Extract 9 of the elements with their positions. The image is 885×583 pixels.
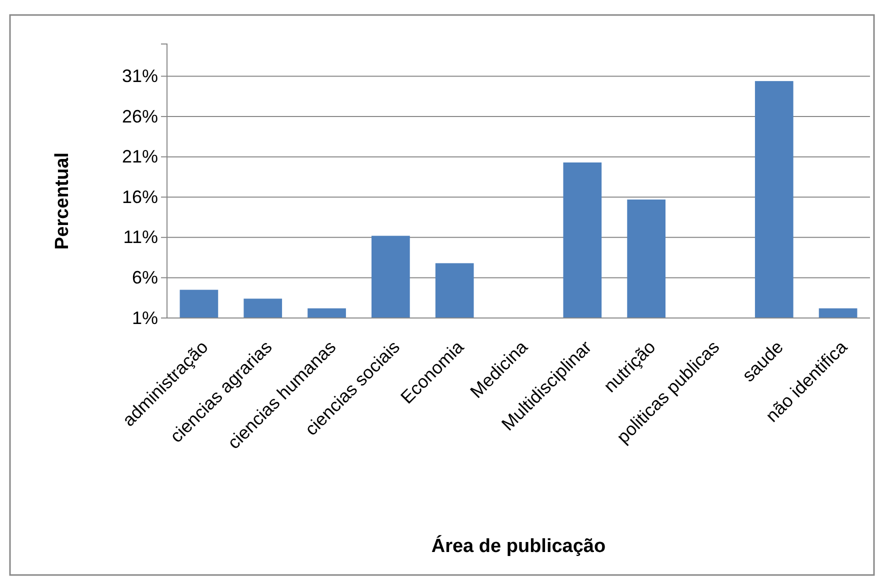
y-tick-label: 21% [122,146,158,167]
y-tick-label: 1% [132,308,158,328]
y-tick-label: 11% [123,227,158,248]
y-tick-label: 31% [122,66,158,86]
y-tick-label: 6% [132,267,158,288]
x-axis-title: Área de publicação [431,535,606,557]
y-axis-title: Percentual [52,152,73,250]
y-tick-label: 26% [122,106,158,126]
y-tick-label: 16% [122,186,158,207]
